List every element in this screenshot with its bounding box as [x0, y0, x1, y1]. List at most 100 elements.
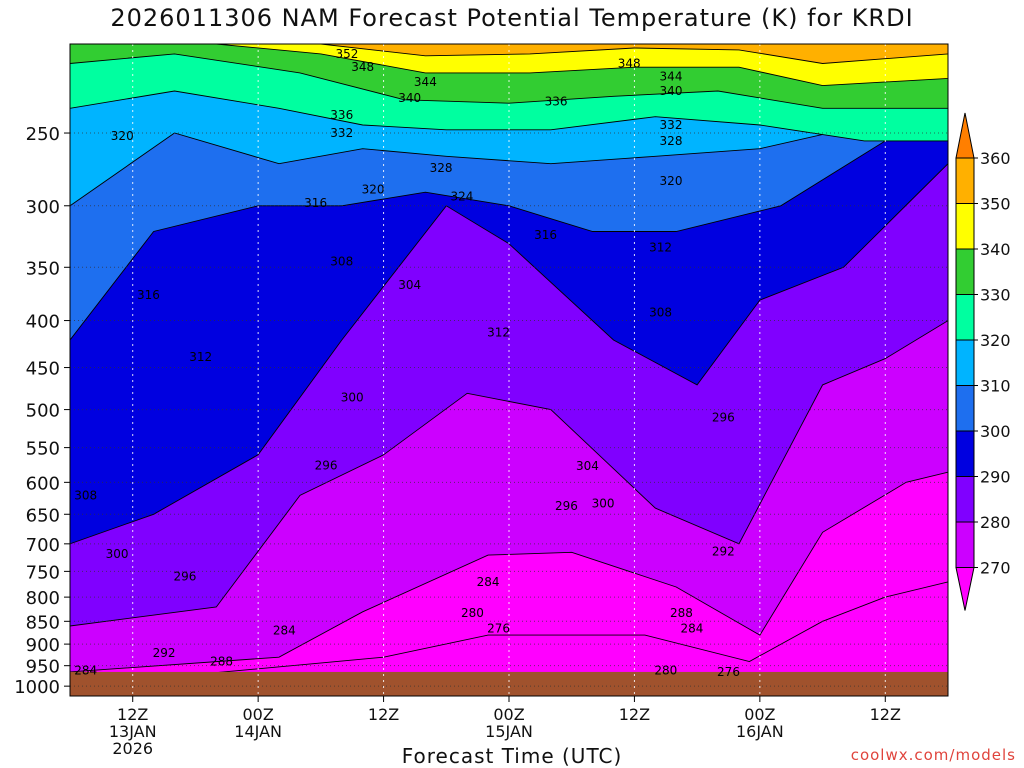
y-tick-label-800: 800 — [26, 588, 60, 609]
y-tick-label-500: 500 — [26, 401, 60, 422]
contour-label-10: 332 — [660, 118, 683, 132]
colorbar-label-310: 310 — [980, 377, 1011, 396]
contour-label-34: 292 — [712, 545, 735, 559]
contour-label-41: 284 — [680, 621, 703, 635]
contour-label-40: 284 — [273, 624, 296, 638]
contour-label-23: 308 — [649, 305, 672, 319]
contour-label-45: 276 — [717, 665, 740, 679]
contour-label-1: 348 — [351, 60, 374, 74]
contour-label-8: 340 — [660, 84, 683, 98]
colorbar-label-360: 360 — [980, 149, 1011, 168]
contour-label-21: 304 — [398, 278, 421, 292]
contour-label-46: 284 — [74, 664, 97, 678]
y-tick-label-750: 750 — [26, 562, 60, 583]
temperature-band-10 — [70, 44, 948, 64]
contour-label-14: 320 — [362, 182, 385, 196]
source-credit: coolwx.com/models — [850, 746, 1016, 764]
contour-label-4: 336 — [330, 108, 353, 122]
colorbar-segment-bottom — [955, 567, 975, 611]
contour-label-38: 288 — [670, 606, 693, 620]
contour-label-30: 308 — [74, 488, 97, 502]
colorbar-segment-2 — [955, 476, 975, 523]
contour-label-15: 324 — [451, 189, 474, 203]
contour-labels: 3523483443403363323483443403363323283203… — [74, 47, 740, 679]
x-tick-label-1-1: 00Z — [242, 705, 273, 724]
colorbar-segment-3 — [955, 430, 975, 477]
colorbar-segment-7 — [955, 248, 975, 295]
colorbar-label-350: 350 — [980, 195, 1011, 214]
contour-label-17: 316 — [304, 196, 327, 210]
colorbar-segment-top — [955, 112, 975, 159]
colorbar-label-270: 270 — [980, 559, 1011, 578]
x-tick-label-4-1: 12Z — [619, 705, 650, 724]
x-tick-label-5-2: 16JAN — [736, 722, 784, 741]
contour-label-32: 296 — [555, 499, 578, 513]
contour-label-35: 296 — [174, 570, 197, 584]
x-tick-label-3-2: 15JAN — [485, 722, 533, 741]
contour-label-19: 312 — [649, 240, 672, 254]
contour-label-39: 276 — [487, 621, 510, 635]
contour-label-27: 296 — [712, 410, 735, 424]
y-tick-label-650: 650 — [26, 505, 60, 526]
contour-label-43: 288 — [210, 654, 233, 668]
contour-label-31: 300 — [592, 497, 615, 511]
contour-label-29: 304 — [576, 459, 599, 473]
contour-label-26: 300 — [341, 390, 364, 404]
colorbar-segment-6 — [955, 294, 975, 341]
y-tick-label-450: 450 — [26, 359, 60, 380]
temperature-band-9 — [70, 44, 948, 87]
colorbar-segment-5 — [955, 339, 975, 386]
colorbar-label-320: 320 — [980, 331, 1011, 350]
contour-label-33: 300 — [106, 547, 129, 561]
contour-label-22: 316 — [137, 288, 160, 302]
contour-label-25: 312 — [189, 350, 212, 364]
y-tick-label-300: 300 — [26, 197, 60, 218]
y-tick-label-600: 600 — [26, 473, 60, 494]
x-tick-label-0-2: 13JAN — [109, 722, 157, 741]
contour-label-13: 328 — [430, 161, 453, 175]
y-tick-label-550: 550 — [26, 439, 60, 460]
y-tick-label-400: 400 — [26, 312, 60, 333]
colorbar-segment-8 — [955, 203, 975, 250]
x-tick-label-0-1: 12Z — [117, 705, 148, 724]
contour-label-37: 280 — [461, 606, 484, 620]
colorbar-label-280: 280 — [980, 513, 1011, 532]
contour-label-42: 292 — [153, 646, 176, 660]
contour-label-12: 320 — [111, 129, 134, 143]
x-tick-label-5-1: 00Z — [744, 705, 775, 724]
grid-lines — [70, 44, 948, 696]
x-tick-label-2-1: 12Z — [368, 705, 399, 724]
colorbar-label-290: 290 — [980, 468, 1011, 487]
chart-title: 2026011306 NAM Forecast Potential Temper… — [110, 4, 914, 32]
y-tick-label-850: 850 — [26, 612, 60, 633]
contour-label-2: 344 — [414, 75, 437, 89]
contour-label-28: 296 — [315, 458, 338, 472]
colorbar-segment-4 — [955, 385, 975, 432]
colorbar-legend: 270 280 290 300 310 320 330 340 350 360 — [955, 112, 1011, 611]
colorbar-segment-9 — [955, 157, 975, 204]
contour-label-3: 340 — [398, 91, 421, 105]
colorbar-label-340: 340 — [980, 240, 1011, 259]
y-tick-label-950: 950 — [26, 657, 60, 678]
colorbar-segment-1 — [955, 521, 975, 568]
contour-label-5: 332 — [330, 126, 353, 140]
x-axis-title: Forecast Time (UTC) — [401, 744, 623, 768]
y-tick-label-700: 700 — [26, 535, 60, 556]
contour-label-44: 280 — [654, 664, 677, 678]
y-tick-label-350: 350 — [26, 258, 60, 279]
colorbar-label-300: 300 — [980, 422, 1011, 441]
y-tick-label-1000: 1000 — [14, 677, 60, 698]
contour-label-9: 336 — [545, 94, 568, 108]
y-tick-label-900: 900 — [26, 635, 60, 656]
y-tick-label-250: 250 — [26, 124, 60, 145]
colorbar-label-330: 330 — [980, 286, 1011, 305]
contour-label-36: 284 — [477, 575, 500, 589]
x-tick-label-6-1: 12Z — [870, 705, 901, 724]
contour-label-20: 308 — [330, 255, 353, 269]
contour-label-6: 348 — [618, 56, 641, 70]
x-tick-label-0-3: 2026 — [112, 739, 153, 758]
x-tick-label-3-1: 00Z — [493, 705, 524, 724]
contour-label-11: 328 — [660, 134, 683, 148]
